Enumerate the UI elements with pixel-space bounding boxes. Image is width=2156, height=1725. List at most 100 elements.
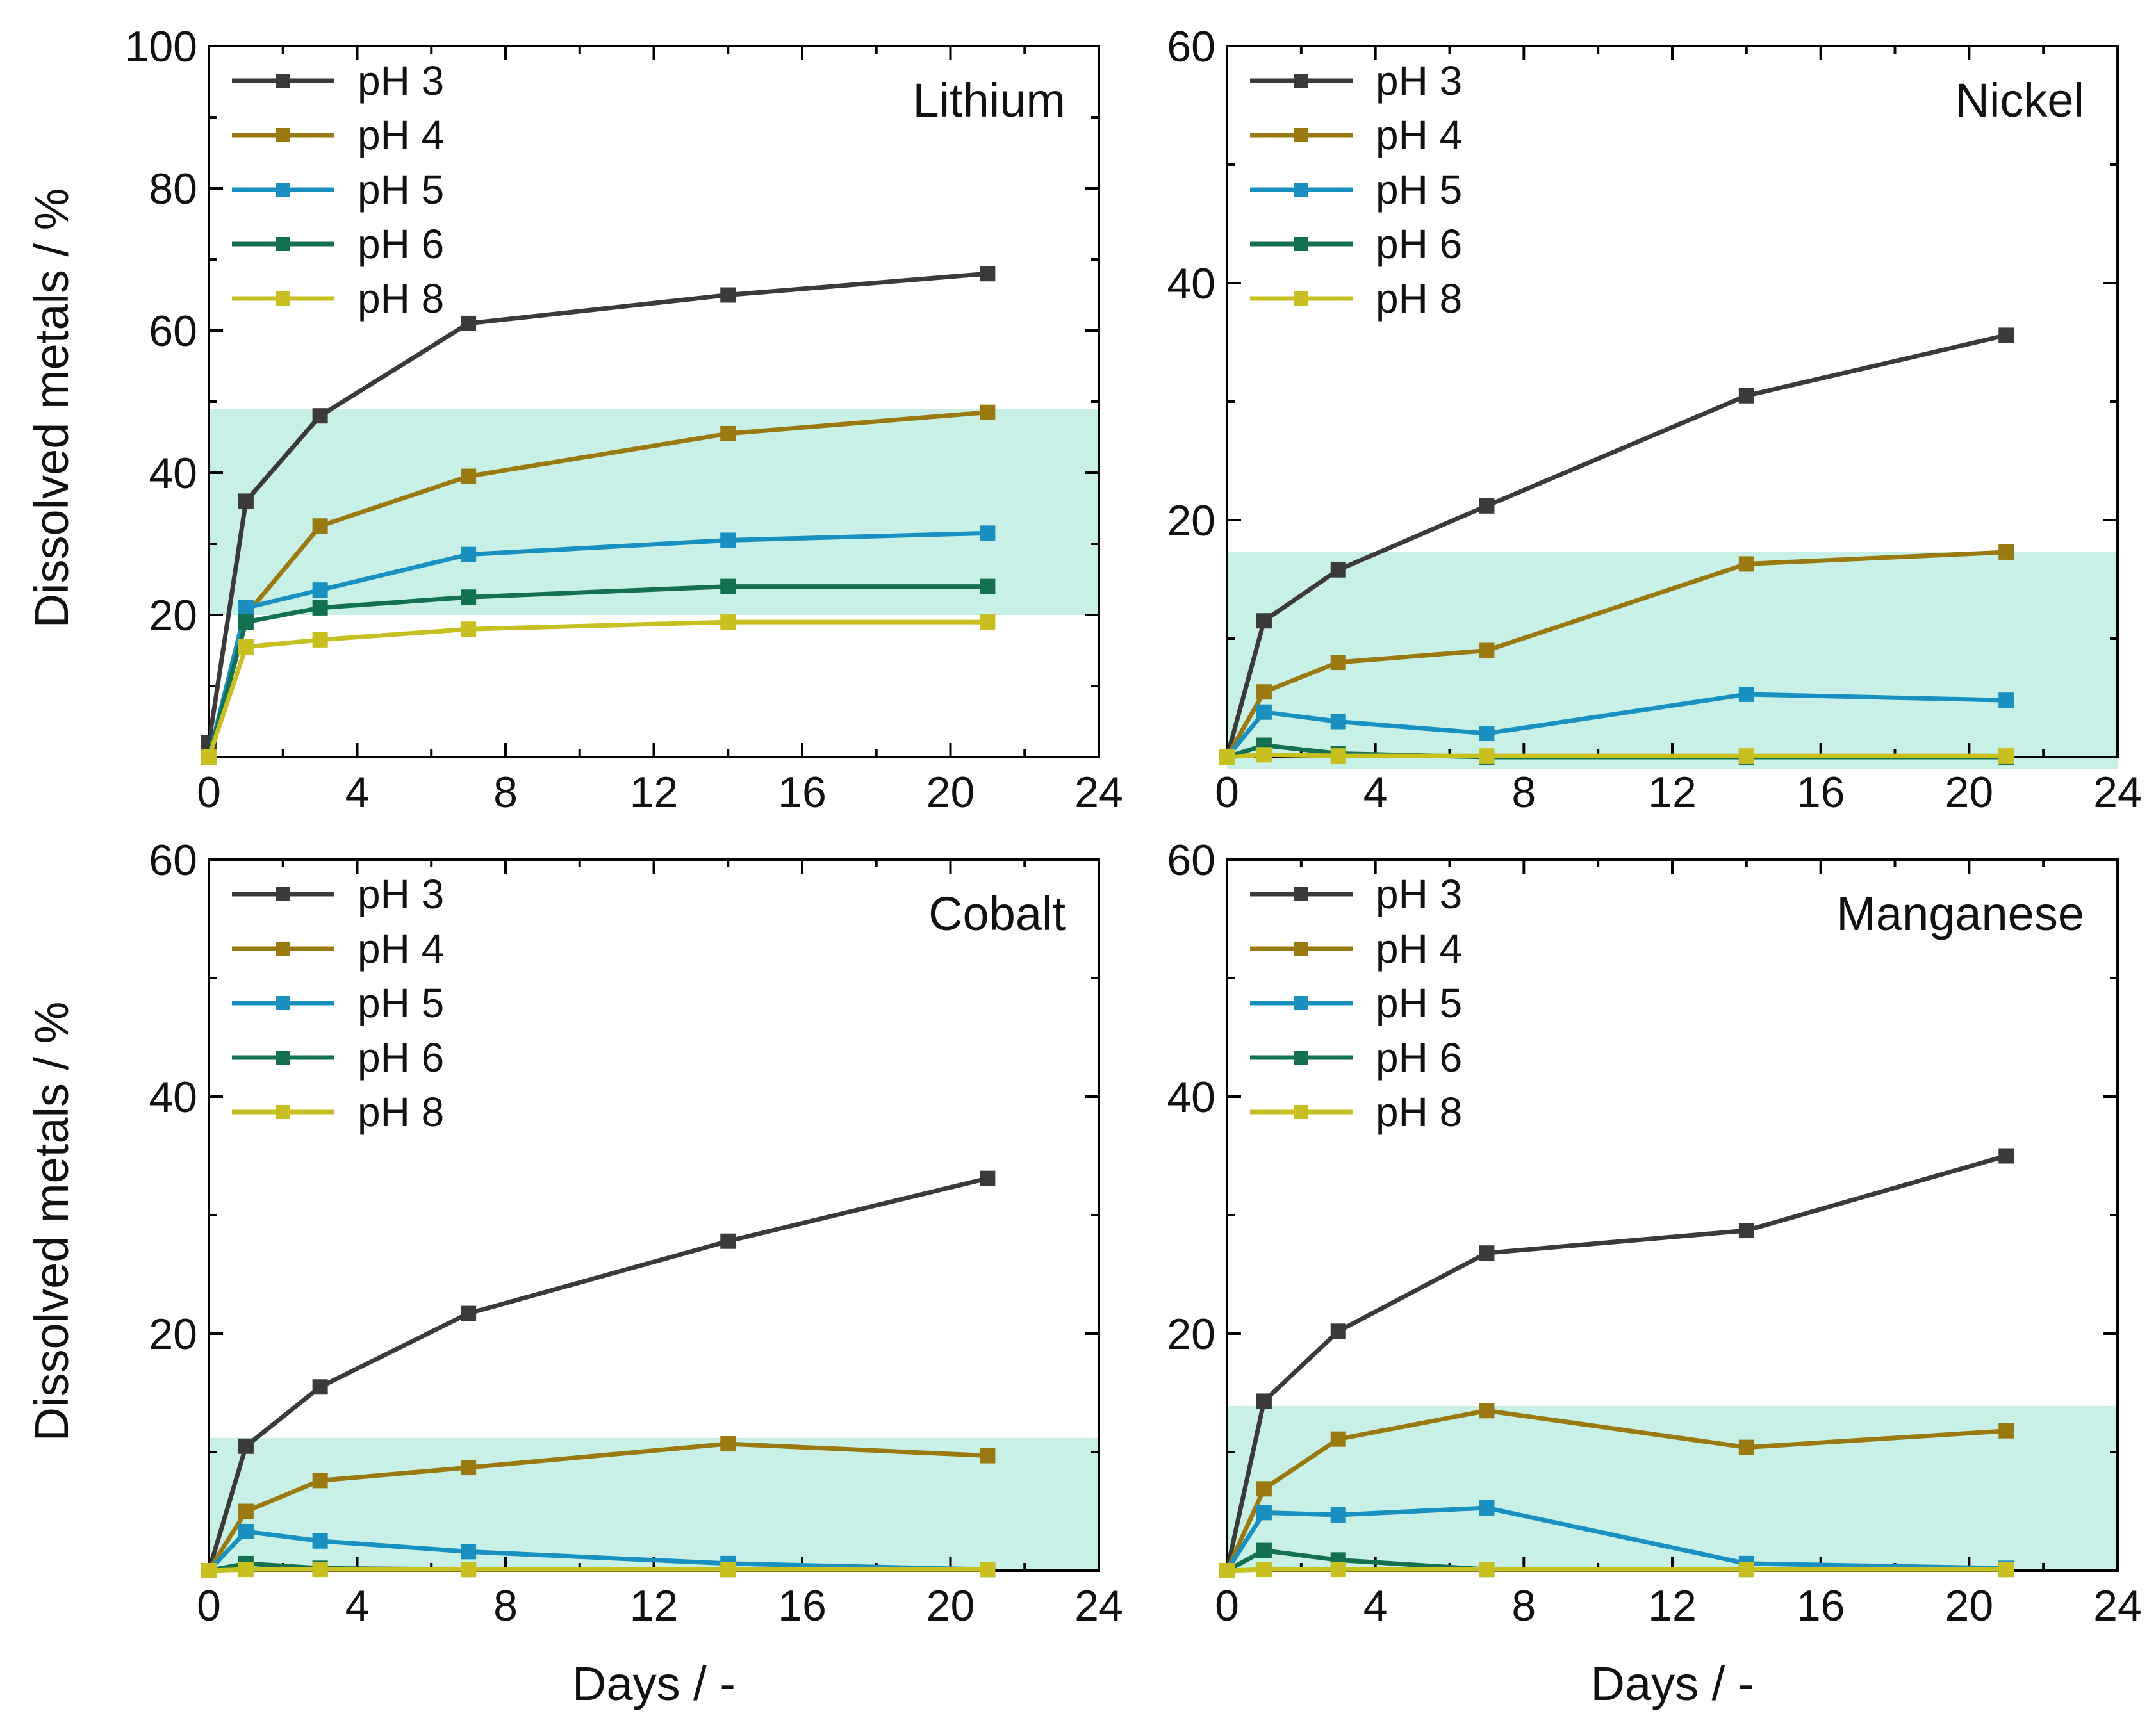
data-point [1256,1562,1272,1578]
data-point [1256,1542,1272,1558]
legend-swatch-marker [276,128,290,142]
legend-label: pH 4 [358,926,444,972]
data-point [980,404,996,420]
y-tick-label: 40 [149,449,197,498]
data-point [1479,1403,1495,1419]
legend-swatch-marker [1294,942,1308,956]
legend-label: pH 5 [358,167,444,213]
legend-label: pH 6 [1376,221,1462,267]
x-tick-label: 0 [1215,1582,1239,1630]
y-tick-label: 20 [1167,496,1215,545]
data-point [1256,613,1272,629]
data-point [461,621,477,637]
data-point [720,1436,736,1452]
legend-swatch-marker [276,291,290,306]
legend-swatch-marker [276,887,290,901]
data-point [1256,1481,1272,1497]
data-point [1256,747,1272,763]
legend-label: pH 8 [358,275,444,322]
series-line-ph3 [209,271,988,744]
x-tick-label: 20 [1945,1582,1994,1630]
data-point [1998,1562,2014,1578]
data-point [201,749,217,765]
data-point [720,425,736,441]
legend-swatch-marker [1294,1051,1308,1065]
data-point [1998,1423,2014,1439]
data-point [461,468,477,484]
data-point [720,614,736,630]
data-point [1479,726,1495,741]
data-point [238,639,254,655]
data-point [1219,1563,1235,1578]
panel-title: Lithium [912,74,1066,127]
x-tick-label: 20 [1945,768,1994,817]
panel-title: Cobalt [928,887,1066,940]
data-point [1256,684,1272,700]
y-tick-label: 80 [149,165,197,213]
legend-swatch-marker [1294,74,1308,88]
series-line-ph3 [209,1176,989,1571]
data-point [720,578,736,594]
legend-label: pH 3 [358,871,444,917]
data-point [1998,692,2014,708]
data-point [1479,748,1495,764]
legend-swatch-marker [1294,128,1308,142]
y-tick-label: 40 [1167,1073,1215,1122]
data-point [980,525,996,541]
data-point [980,578,996,594]
chart-panel-cobalt: 0 4 8 12 16 20 24 20 40 60 pH 3 pH 4 pH 5 pH 6 pH 8 Cob… [25,836,1123,1710]
series-line-ph8 [209,619,988,758]
data-point [238,614,254,630]
data-point [1738,556,1754,572]
chart-panel-manganese: 0 4 8 12 16 20 24 20 40 60 pH 3 pH 4 pH 5 pH 6 pH 8 Man… [1167,836,2141,1710]
legend-label: pH 3 [1376,58,1462,104]
data-point [461,1562,477,1578]
data-point [980,1562,996,1578]
shaded-band [209,1437,1099,1571]
x-tick-label: 16 [1797,768,1845,817]
data-point [1738,748,1754,764]
legend-label: pH 4 [1376,112,1462,158]
legend-label: pH 3 [358,58,444,104]
data-point [312,600,328,616]
y-tick-label: 60 [1167,836,1215,885]
data-point [461,589,477,605]
y-tick-label: 20 [1167,1310,1215,1359]
legend-label: pH 4 [358,112,444,158]
data-point [1479,498,1495,514]
data-point [1479,1500,1495,1516]
data-point [1219,749,1235,765]
x-tick-label: 0 [197,768,221,817]
data-point [720,532,736,548]
x-tick-label: 8 [1511,1582,1536,1630]
y-tick-label: 20 [149,1310,197,1359]
data-point [312,408,328,424]
data-point [1998,327,2014,343]
x-tick-label: 20 [926,1582,975,1630]
legend-swatch-marker [1294,291,1308,306]
data-point [312,632,328,648]
legend-label: pH 5 [1376,167,1462,213]
data-point [980,1448,996,1464]
x-axis-label: Days / - [1591,1657,1754,1710]
data-point [1738,388,1754,404]
y-tick-label: 60 [1167,22,1215,71]
data-point [720,1233,736,1249]
data-point [312,518,328,534]
series-line-ph4 [1227,1408,2007,1572]
legend-swatch-marker [276,74,290,88]
series-line-ph3 [1227,1154,2007,1571]
x-tick-label: 4 [1363,768,1388,817]
data-point [1256,1393,1272,1409]
chart-panel-lithium: 0 4 8 12 16 20 24 20 40 60 80 100 pH 3 pH 4 pH 5 pH 6 pH… [25,22,1123,817]
data-point [980,1170,996,1186]
x-tick-label: 20 [926,768,975,817]
y-tick-label: 60 [149,307,197,356]
data-point [312,1379,328,1395]
x-tick-label: 4 [1363,1582,1388,1630]
data-point [1256,1505,1272,1521]
legend-swatch-marker [1294,237,1308,251]
x-tick-label: 0 [1215,768,1239,817]
data-point [312,1533,328,1549]
